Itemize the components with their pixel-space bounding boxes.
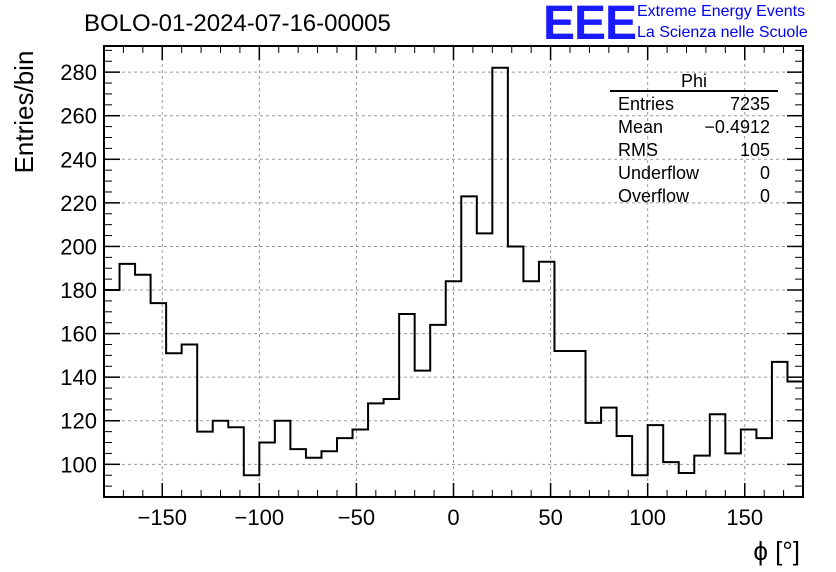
x-tick-label: 50 [538, 505, 562, 530]
y-tick-label: 200 [60, 234, 97, 259]
eee-logo: EEE [543, 0, 637, 50]
stats-box: Phi Entries 7235 Mean −0.4912 RMS 105 Underflo… [610, 71, 778, 206]
stats-rows: Entries 7235 Mean −0.4912 RMS 105 Underflow 0 Ov… [618, 94, 770, 206]
logo-subtitle-line2: La Scienza nelle Scuole [637, 24, 808, 41]
axis-ticks [103, 46, 804, 497]
y-tick-label: 260 [60, 104, 97, 129]
histogram-series [103, 66, 804, 497]
y-tick-label: 220 [60, 191, 97, 216]
stats-row-label: Underflow [618, 163, 700, 183]
stats-row-value: −0.4912 [704, 117, 770, 137]
stats-row-label: Overflow [618, 186, 690, 206]
logo-subtitle-line1: Extreme Energy Events [637, 3, 806, 20]
plot-title: BOLO-01-2024-07-16-00005 [84, 10, 391, 37]
x-tick-label: 150 [726, 505, 763, 530]
x-tick-label: −150 [137, 505, 187, 530]
y-tick-label: 140 [60, 365, 97, 390]
stats-box-title: Phi [681, 71, 707, 91]
stats-row-value: 7235 [730, 94, 770, 114]
grid-lines [104, 46, 803, 497]
tick-labels: −150 −100 −50 0 50 100 150 100 120 140 160 180 200 22… [60, 60, 763, 530]
y-tick-label: 120 [60, 409, 97, 434]
y-tick-label: 240 [60, 147, 97, 172]
y-tick-label: 280 [60, 60, 97, 85]
stats-row-label: RMS [618, 140, 658, 160]
histogram-outline [103, 66, 804, 497]
stats-row-label: Entries [618, 94, 674, 114]
x-tick-label: −100 [235, 505, 285, 530]
stats-row-label: Mean [618, 117, 663, 137]
stats-row-value: 105 [740, 140, 770, 160]
y-axis-label: Entries/bin [9, 51, 39, 174]
y-tick-label: 180 [60, 278, 97, 303]
stats-row-value: 0 [760, 163, 770, 183]
stats-row-value: 0 [760, 186, 770, 206]
y-tick-label: 100 [60, 452, 97, 477]
x-tick-label: 0 [447, 505, 459, 530]
y-tick-label: 160 [60, 322, 97, 347]
x-tick-label: −50 [338, 505, 375, 530]
x-tick-label: 100 [629, 505, 666, 530]
x-axis-label: ϕ [°] [753, 536, 800, 566]
